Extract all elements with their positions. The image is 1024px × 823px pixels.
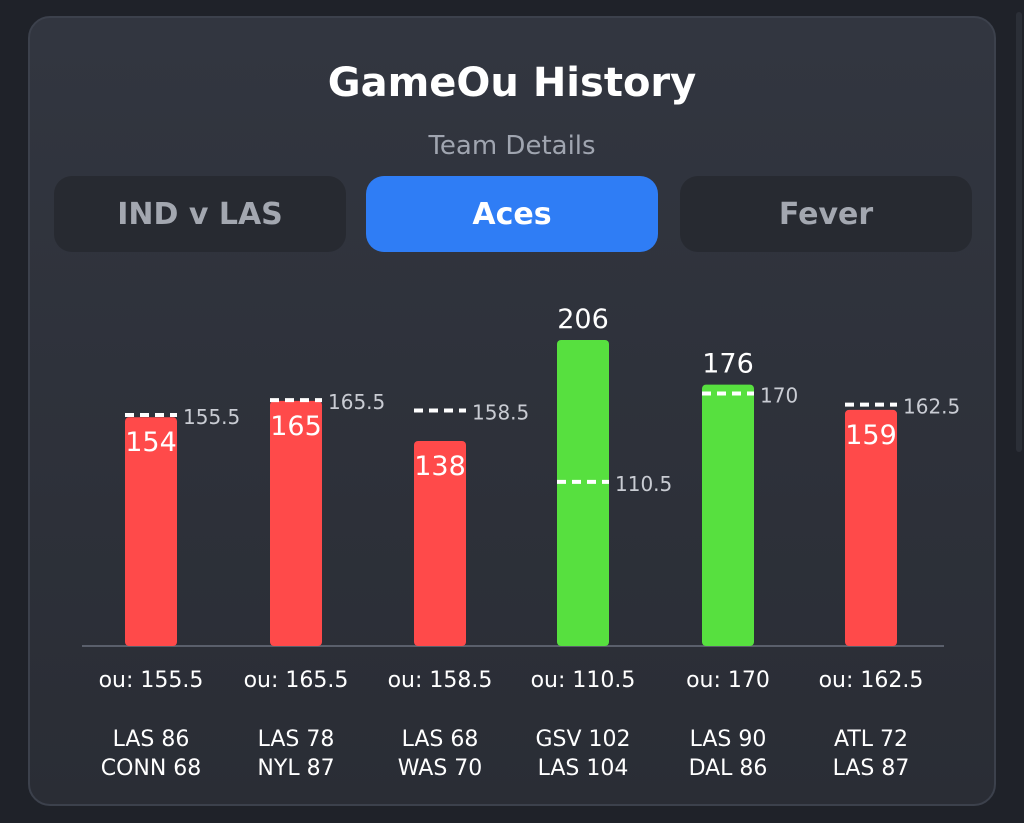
game-score-bottom-6: LAS 87 (833, 756, 910, 781)
game-score-top-4: GSV 102 (535, 727, 630, 752)
ou-value-label-6: ou: 162.5 (819, 668, 924, 693)
ou-value-label-3: ou: 158.5 (388, 668, 493, 693)
total-label-6: 159 (845, 420, 897, 451)
ou-value-label-2: ou: 165.5 (244, 668, 349, 693)
tab-aces[interactable]: Aces (366, 176, 658, 252)
page-subtitle: Team Details (428, 131, 596, 161)
game-score-top-3: LAS 68 (402, 727, 479, 752)
total-label-5: 176 (702, 349, 754, 380)
game-score-bottom-3: WAS 70 (398, 756, 483, 781)
game-score-top-5: LAS 90 (690, 727, 767, 752)
ou-value-label-5: ou: 170 (686, 668, 770, 693)
ou-line-label-4: 110.5 (615, 472, 672, 496)
tab-fever[interactable]: Fever (680, 176, 972, 252)
page-title: GameOu History (327, 60, 697, 106)
game-score-top-6: ATL 72 (834, 727, 908, 752)
ou-line-label-6: 162.5 (903, 395, 960, 419)
ou-line-label-1: 155.5 (183, 405, 240, 429)
ou-line-label-3: 158.5 (472, 401, 529, 425)
bar-5 (702, 384, 754, 646)
history-card: GameOu History Team Details (28, 16, 996, 806)
bar-4 (557, 340, 609, 646)
scrollbar[interactable] (1016, 12, 1022, 452)
game-score-top-1: LAS 86 (113, 727, 190, 752)
game-score-bottom-2: NYL 87 (257, 756, 334, 781)
bar-2 (270, 400, 322, 646)
total-label-3: 138 (414, 451, 466, 482)
ou-value-label-4: ou: 110.5 (531, 668, 636, 693)
bar-1 (125, 417, 177, 646)
game-score-bottom-1: CONN 68 (101, 756, 202, 781)
game-score-bottom-5: DAL 86 (689, 756, 768, 781)
total-label-4: 206 (557, 304, 609, 335)
total-label-2: 165 (270, 411, 322, 442)
total-label-1: 154 (125, 427, 177, 458)
game-score-top-2: LAS 78 (258, 727, 335, 752)
ou-line-label-2: 165.5 (328, 390, 385, 414)
bar-3 (414, 441, 466, 646)
ou-line-label-5: 170 (760, 383, 798, 407)
bar-6 (845, 409, 897, 646)
game-score-bottom-4: LAS 104 (538, 756, 629, 781)
tab-matchup[interactable]: IND v LAS (54, 176, 346, 252)
ou-value-label-1: ou: 155.5 (99, 668, 204, 693)
